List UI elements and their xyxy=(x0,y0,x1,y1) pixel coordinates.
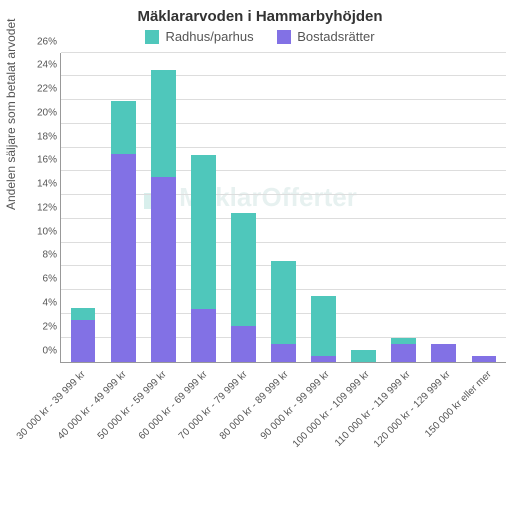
plot-area: MäklarOfferter 0%2%4%6%8%10%12%14%16%18%… xyxy=(60,53,506,363)
bar-segment-radhus xyxy=(111,101,136,153)
bar-segment-radhus xyxy=(271,261,296,344)
bar-column xyxy=(183,53,223,362)
bar-segment-bostadsratter xyxy=(311,356,336,362)
bars xyxy=(61,53,506,362)
bar-segment-bostadsratter xyxy=(391,344,416,362)
x-tick-label: 150 000 kr eller mer xyxy=(465,363,506,473)
bar-segment-bostadsratter xyxy=(431,344,456,362)
legend: Radhus/parhus Bostadsrätter xyxy=(4,29,516,47)
bar-segment-bostadsratter xyxy=(71,320,96,362)
x-axis-labels: 30 000 kr - 39 999 kr40 000 kr - 49 999 … xyxy=(60,363,506,473)
chart-container: Mäklararvoden i Hammarbyhöjden Radhus/pa… xyxy=(0,0,520,520)
y-axis-label: Andelen säljare som betalat arvodet xyxy=(4,19,18,210)
bar-segment-radhus xyxy=(151,70,176,177)
bar-segment-bostadsratter xyxy=(231,326,256,362)
bar-column xyxy=(384,53,424,362)
bar-column xyxy=(464,53,504,362)
y-tick-label: 12% xyxy=(25,202,57,213)
bar-segment-bostadsratter xyxy=(111,154,136,362)
bar-segment-bostadsratter xyxy=(151,177,176,361)
y-tick-label: 10% xyxy=(25,226,57,237)
bar-segment-radhus xyxy=(71,308,96,320)
bar-column xyxy=(103,53,143,362)
bar-column xyxy=(344,53,384,362)
y-tick-label: 22% xyxy=(25,84,57,95)
bar-segment-bostadsratter xyxy=(191,309,216,361)
bar-column xyxy=(63,53,103,362)
bar-column xyxy=(263,53,303,362)
bar-column xyxy=(304,53,344,362)
legend-item-bostadsratter: Bostadsrätter xyxy=(277,29,374,44)
bar-segment-radhus xyxy=(191,155,216,310)
y-tick-label: 20% xyxy=(25,107,57,118)
y-tick-label: 16% xyxy=(25,155,57,166)
legend-swatch-bostadsratter xyxy=(277,30,291,44)
bar-column xyxy=(143,53,183,362)
y-tick-label: 4% xyxy=(25,297,57,308)
y-tick-label: 18% xyxy=(25,131,57,142)
y-tick-label: 14% xyxy=(25,179,57,190)
bar-segment-radhus xyxy=(351,350,376,362)
bar-column xyxy=(223,53,263,362)
y-tick-label: 6% xyxy=(25,274,57,285)
legend-label-radhus: Radhus/parhus xyxy=(165,29,253,44)
y-tick-label: 24% xyxy=(25,60,57,71)
y-tick-label: 0% xyxy=(25,345,57,356)
y-tick-label: 26% xyxy=(25,36,57,47)
bar-segment-bostadsratter xyxy=(271,344,296,362)
y-tick-label: 8% xyxy=(25,250,57,261)
y-tick-label: 2% xyxy=(25,321,57,332)
bar-segment-radhus xyxy=(311,296,336,355)
legend-swatch-radhus xyxy=(145,30,159,44)
legend-item-radhus: Radhus/parhus xyxy=(145,29,253,44)
bar-segment-bostadsratter xyxy=(472,356,497,362)
bar-segment-radhus xyxy=(231,213,256,326)
bar-column xyxy=(424,53,464,362)
chart-title: Mäklararvoden i Hammarbyhöjden xyxy=(4,8,516,25)
legend-label-bostadsratter: Bostadsrätter xyxy=(297,29,374,44)
